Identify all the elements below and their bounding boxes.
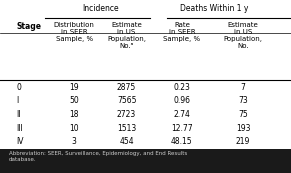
Text: Abbreviation: SEER, Surveillance, Epidemiology, and End Results
database.: Abbreviation: SEER, Surveillance, Epidem…	[9, 151, 187, 162]
Text: 7: 7	[241, 83, 245, 92]
Text: 50: 50	[69, 96, 79, 106]
Text: 73: 73	[238, 96, 248, 106]
Text: 3: 3	[72, 137, 77, 147]
Text: 0.23: 0.23	[173, 83, 190, 92]
Text: 2875: 2875	[117, 83, 136, 92]
Text: 2.74: 2.74	[173, 110, 190, 119]
Text: 12.77: 12.77	[171, 124, 193, 133]
Text: 48.15: 48.15	[171, 137, 193, 147]
Text: 219: 219	[236, 137, 250, 147]
Text: 193: 193	[236, 124, 250, 133]
Text: Estimate
in US
Population,
No.: Estimate in US Population, No.	[223, 22, 262, 49]
Text: I: I	[16, 96, 18, 106]
Text: Rate
in SEER
Sample, %: Rate in SEER Sample, %	[163, 22, 200, 42]
Text: IV: IV	[16, 137, 24, 147]
Text: III: III	[16, 124, 23, 133]
Text: 10: 10	[69, 124, 79, 133]
Text: II: II	[16, 110, 20, 119]
Text: 2723: 2723	[117, 110, 136, 119]
Text: 0.96: 0.96	[173, 96, 190, 106]
FancyBboxPatch shape	[0, 149, 291, 173]
Text: Deaths Within 1 y: Deaths Within 1 y	[180, 4, 248, 13]
Text: 75: 75	[238, 110, 248, 119]
Text: Estimate
in US
Population,
No.ᵃ: Estimate in US Population, No.ᵃ	[107, 22, 146, 49]
Text: Distribution
in SEER
Sample, %: Distribution in SEER Sample, %	[54, 22, 95, 42]
FancyBboxPatch shape	[0, 0, 291, 149]
Text: Incidence: Incidence	[82, 4, 119, 13]
Text: Stage: Stage	[16, 22, 41, 31]
Text: 19: 19	[69, 83, 79, 92]
Text: 7565: 7565	[117, 96, 136, 106]
Text: 454: 454	[119, 137, 134, 147]
Text: 18: 18	[70, 110, 79, 119]
Text: 0: 0	[16, 83, 21, 92]
Text: 1513: 1513	[117, 124, 136, 133]
